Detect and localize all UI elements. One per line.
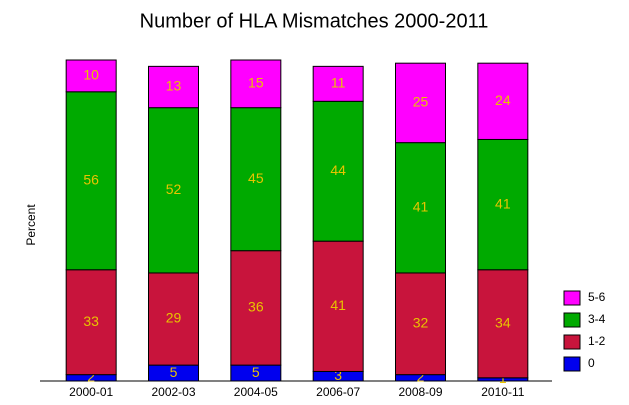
x-tick-label: 2000-01 — [69, 385, 113, 399]
legend-swatch — [563, 312, 581, 328]
legend-swatch — [563, 356, 581, 372]
x-tick-label: 2006-07 — [316, 385, 360, 399]
data-label: 33 — [83, 313, 99, 329]
chart-title: Number of HLA Mismatches 2000-2011 — [140, 10, 489, 32]
x-tick-label: 2010-11 — [481, 385, 524, 399]
data-label: 29 — [166, 310, 182, 326]
data-label: 41 — [413, 198, 429, 214]
data-label: 32 — [413, 314, 429, 330]
bar-segment — [148, 107, 199, 274]
y-axis-label: Percent — [24, 204, 38, 246]
data-label: 3 — [334, 367, 342, 383]
data-label: 34 — [495, 314, 511, 330]
data-label: 56 — [83, 171, 99, 187]
legend-label: 0 — [588, 356, 595, 370]
data-label: 11 — [331, 75, 346, 91]
legend-label: 1-2 — [588, 334, 606, 348]
data-label: 2 — [87, 369, 95, 385]
legend-swatch — [563, 334, 581, 350]
bar-segment — [395, 62, 446, 144]
bar-segment — [230, 107, 282, 252]
data-label: 25 — [413, 94, 429, 110]
bar-segment — [148, 65, 199, 109]
bar-segment — [395, 272, 446, 376]
bar-segment — [477, 62, 529, 140]
data-label: 5 — [252, 364, 260, 380]
legend-label: 5-6 — [588, 290, 606, 304]
bar-segment — [312, 65, 364, 102]
data-label: 44 — [330, 162, 346, 178]
data-label: 13 — [166, 78, 182, 94]
bar-segment — [312, 100, 364, 242]
bar-segment — [477, 138, 529, 271]
x-tick-label: 2004-05 — [234, 385, 278, 399]
legend-swatch — [563, 290, 581, 306]
bar-segment — [477, 269, 529, 379]
data-label: 15 — [248, 75, 264, 91]
data-label: 36 — [248, 299, 264, 315]
data-label: 41 — [495, 195, 511, 211]
x-tick-label: 2002-03 — [151, 385, 195, 399]
data-label: 5 — [170, 364, 178, 380]
x-tick-label: 2008-09 — [398, 385, 442, 399]
data-label: 10 — [83, 67, 99, 83]
data-label: 2 — [417, 369, 425, 385]
bar-segment — [312, 240, 364, 372]
bar-segment — [65, 269, 117, 376]
bar-segment — [65, 59, 117, 93]
data-label: 41 — [330, 297, 346, 313]
data-label: 24 — [495, 92, 511, 108]
data-label: 45 — [248, 170, 264, 186]
bar-segment — [230, 59, 282, 109]
legend-label: 3-4 — [588, 312, 606, 326]
bar-segment — [395, 142, 446, 274]
data-label: 52 — [166, 181, 182, 197]
